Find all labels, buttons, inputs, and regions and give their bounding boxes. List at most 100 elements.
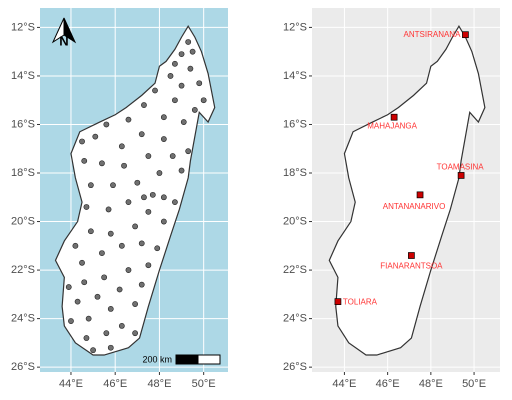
site-point xyxy=(185,148,192,155)
x-tick-label: 50°E xyxy=(192,378,216,390)
site-point xyxy=(187,65,194,72)
city-marker xyxy=(457,172,465,179)
scale-bar xyxy=(197,354,221,365)
y-tick-label: 14°S xyxy=(11,70,35,82)
city-marker xyxy=(334,298,342,305)
scale-label: 200 km xyxy=(142,354,172,364)
city-label: MAHAJANGA xyxy=(367,121,417,130)
site-point xyxy=(65,284,72,290)
site-point xyxy=(103,121,110,128)
city-marker xyxy=(390,113,398,121)
site-point xyxy=(118,242,125,249)
city-label: FIANARANTSOA xyxy=(380,262,443,271)
site-point xyxy=(141,102,147,108)
site-point xyxy=(141,194,147,201)
scale-bar xyxy=(175,354,199,365)
site-point xyxy=(92,133,99,140)
map-panel: 44°E 46°E 48°E 50°E 12°S 14°S 16°S 18°S 20°S 22°S… xyxy=(283,8,500,390)
city-marker xyxy=(462,31,469,39)
site-point xyxy=(178,51,185,58)
x-tick-label: 46°E xyxy=(103,378,127,390)
site-point xyxy=(132,301,139,307)
y-tick-label: 16°S xyxy=(11,118,35,130)
x-tick-label: 46°E xyxy=(376,378,400,390)
site-point xyxy=(101,274,108,281)
site-point xyxy=(81,157,88,164)
y-tick-label: 24°S xyxy=(11,313,35,325)
y-tick-label: 20°S xyxy=(11,215,35,227)
site-point xyxy=(138,131,145,138)
city-label: ANTSIRANANA xyxy=(404,30,462,39)
y-tick-label: 26°S xyxy=(11,361,35,373)
y-tick-label: 18°S xyxy=(283,167,307,179)
site-point xyxy=(145,153,152,159)
site-point xyxy=(178,167,185,174)
site-point xyxy=(172,199,178,206)
y-tick-label: 12°S xyxy=(283,21,307,33)
y-tick-label: 26°S xyxy=(283,361,307,373)
y-tick-label: 22°S xyxy=(283,264,307,276)
site-point xyxy=(74,298,81,305)
site-point xyxy=(83,204,90,210)
y-tick-label: 18°S xyxy=(11,167,35,179)
site-point xyxy=(107,230,114,237)
site-point xyxy=(189,48,196,55)
site-point xyxy=(83,335,90,341)
x-tick-label: 44°E xyxy=(59,378,83,390)
site-point xyxy=(118,322,125,329)
site-point xyxy=(138,281,145,288)
site-point xyxy=(99,250,105,256)
city-label: ANTANANARIVO xyxy=(383,202,446,211)
site-point xyxy=(149,191,156,198)
site-point xyxy=(172,97,178,104)
site-point xyxy=(121,162,127,169)
site-point xyxy=(107,344,114,351)
site-point xyxy=(160,136,167,142)
site-point xyxy=(196,80,203,87)
city-marker xyxy=(408,252,415,259)
site-point xyxy=(145,208,152,215)
x-tick-label: 50°E xyxy=(462,378,486,390)
y-tick-label: 12°S xyxy=(11,21,35,33)
site-point xyxy=(160,218,167,225)
site-point xyxy=(125,116,132,123)
island-outline xyxy=(328,25,486,356)
site-point xyxy=(94,293,101,300)
site-point xyxy=(90,347,96,354)
x-tick-label: 48°E xyxy=(147,378,171,390)
site-point xyxy=(200,97,207,104)
city-label: TOAMASINA xyxy=(437,163,485,172)
site-point xyxy=(132,330,139,337)
x-tick-label: 44°E xyxy=(332,378,356,390)
site-point xyxy=(160,194,167,201)
site-point xyxy=(167,73,174,79)
city-marker xyxy=(416,191,424,199)
site-point xyxy=(169,153,176,159)
site-point xyxy=(178,82,185,89)
site-point xyxy=(99,160,105,167)
site-point xyxy=(152,87,158,94)
y-tick-label: 20°S xyxy=(283,215,307,227)
site-point xyxy=(68,318,74,324)
y-tick-label: 14°S xyxy=(283,70,307,82)
site-point xyxy=(160,114,167,121)
site-point xyxy=(125,199,132,206)
north-label: N xyxy=(59,33,68,48)
site-point xyxy=(103,330,110,337)
map-panel: 44°E 46°E 48°E 50°E 12°S 14°S 16°S 18°S 20°S 22°S… xyxy=(11,8,228,390)
y-tick-label: 24°S xyxy=(283,313,307,325)
site-point xyxy=(87,182,94,189)
site-point xyxy=(107,306,114,312)
site-point xyxy=(72,242,79,249)
site-point xyxy=(85,315,92,322)
site-point xyxy=(185,39,192,45)
x-tick-label: 48°E xyxy=(419,378,443,390)
site-point xyxy=(172,60,178,67)
site-point xyxy=(79,259,85,266)
site-point xyxy=(145,262,152,269)
site-point xyxy=(134,179,141,186)
site-point xyxy=(87,228,94,235)
y-tick-label: 22°S xyxy=(11,264,35,276)
site-point xyxy=(156,170,163,176)
